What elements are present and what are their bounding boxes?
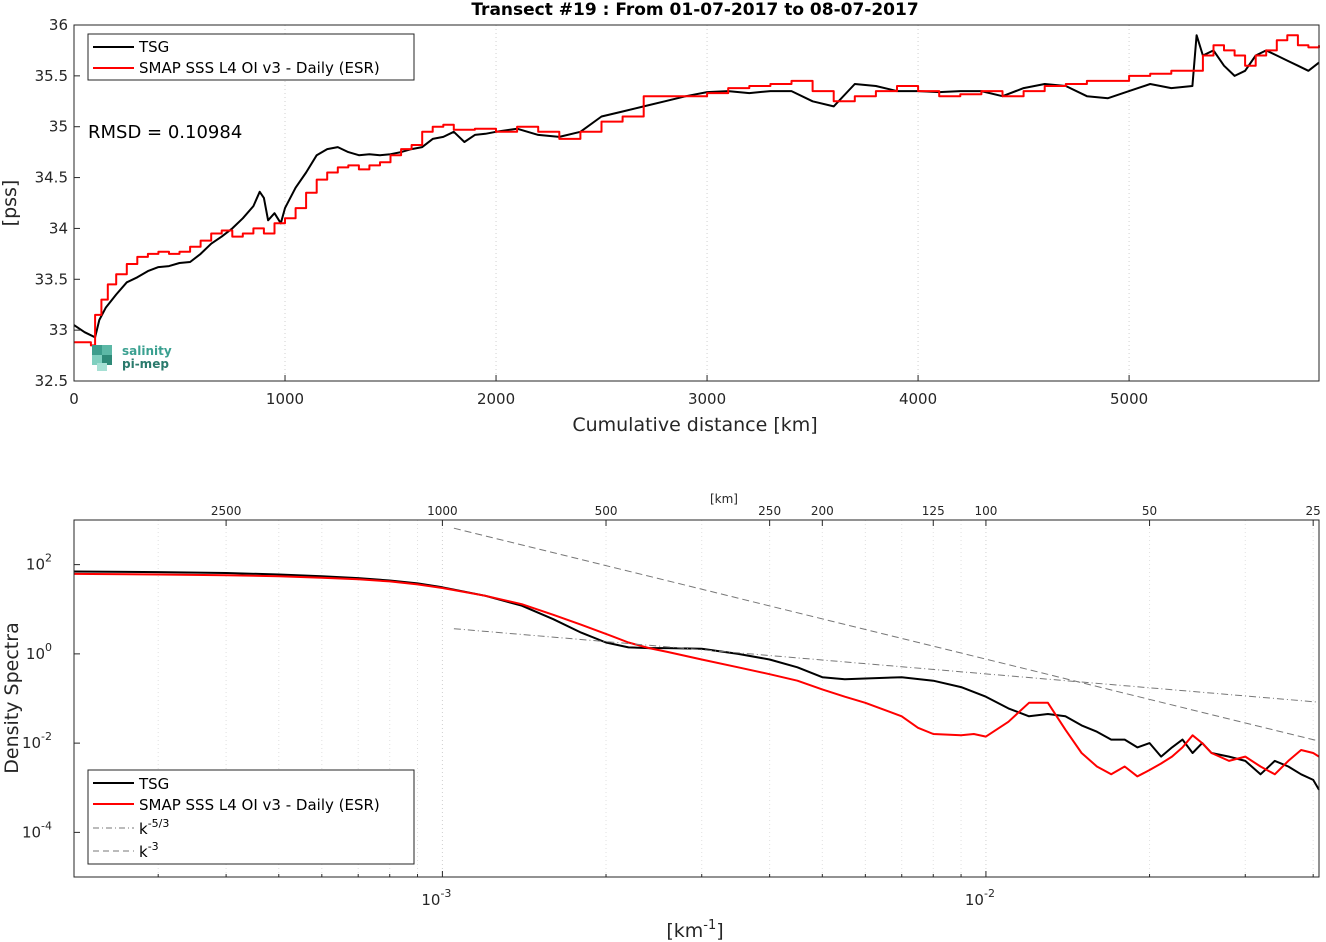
bottom-top-tick-label: 25	[1306, 504, 1321, 518]
bottom-top-tick-label: 125	[922, 504, 945, 518]
density-spectra-chart: 10-3 10-2 10-4 10-2 100 102 2500 1000 500 250 20…	[1, 492, 1321, 942]
top-legend-smap-label: SMAP SSS L4 OI v3 - Daily (ESR)	[139, 59, 380, 77]
bottom-x-axis-label: [km-1]	[666, 918, 723, 942]
top-grid	[284, 25, 1130, 381]
top-series-tsg-line	[73, 34, 1320, 339]
bottom-legend: TSG SMAP SSS L4 OI v3 - Daily (ESR) k-5/…	[87, 769, 415, 865]
bottom-x-tick-label: 10-2	[965, 887, 995, 909]
salinity-pi-mep-logo: salinity pi-mep	[92, 344, 172, 371]
bottom-top-tick-label: 200	[811, 504, 834, 518]
top-x-tick-label: 1000	[266, 390, 304, 408]
bottom-series-k3-line	[453, 527, 1320, 742]
top-y-tick-label: 34	[49, 219, 68, 237]
bottom-legend-box	[87, 769, 415, 865]
top-x-tick-label: 5000	[1110, 390, 1148, 408]
top-y-tick-label: 33	[49, 321, 68, 339]
bottom-series	[73, 527, 1320, 791]
bottom-legend-tsg-label: TSG	[138, 775, 169, 793]
top-x-tick-label: 3000	[688, 390, 726, 408]
rmsd-annotation: RMSD = 0.10984	[88, 122, 242, 143]
bottom-y-tick-label: 100	[26, 641, 52, 663]
top-x-tick-label: 4000	[899, 390, 937, 408]
bottom-y-axis-label: Density Spectra	[1, 622, 23, 773]
top-y-tick-label: 35.5	[35, 67, 68, 85]
logo-text-line2: pi-mep	[122, 357, 169, 371]
top-y-tick-label: 34.5	[35, 169, 68, 187]
chart-title: Transect #19 : From 01-07-2017 to 08-07-…	[471, 0, 918, 20]
salinity-transect-chart: Transect #19 : From 01-07-2017 to 08-07-…	[0, 0, 1320, 436]
bottom-top-tick-label: 100	[974, 504, 997, 518]
bottom-y-axis: 10-4 10-2 100 102	[22, 552, 80, 841]
top-y-tick-label: 32.5	[35, 372, 68, 390]
bottom-legend-smap-label: SMAP SSS L4 OI v3 - Daily (ESR)	[139, 796, 380, 814]
bottom-top-tick-label: 500	[595, 504, 618, 518]
bottom-x-tick-label: 10-3	[421, 887, 451, 909]
bottom-y-tick-label: 102	[26, 552, 52, 574]
top-y-tick-label: 33.5	[35, 270, 68, 288]
bottom-y-tick-label: 10-4	[22, 819, 52, 841]
bottom-series-smap-line	[73, 572, 1320, 778]
top-y-axis: 32.5 33 33.5 34 34.5 35 35.5 36	[35, 16, 80, 390]
top-legend-tsg-label: TSG	[138, 38, 169, 56]
bottom-top-tick-label: 1000	[427, 504, 458, 518]
top-legend: TSG SMAP SSS L4 OI v3 - Daily (ESR)	[87, 33, 415, 81]
top-series-smap-line	[74, 34, 1320, 347]
bottom-top-axis: 2500 1000 500 250 200 125 100 50 25	[211, 504, 1321, 526]
bottom-top-tick-label: 50	[1142, 504, 1157, 518]
top-legend-box	[87, 33, 415, 81]
bottom-plot-frame	[73, 519, 1320, 878]
top-x-axis: 0 1000 2000 3000 4000 5000	[69, 375, 1148, 408]
top-axis-unit-label: [km]	[710, 492, 738, 506]
top-y-tick-label: 36	[49, 16, 68, 34]
top-plot-frame	[73, 24, 1320, 382]
logo-text-line1: salinity	[122, 344, 172, 358]
top-x-tick-label: 0	[69, 390, 79, 408]
bottom-series-k53-line	[453, 628, 1320, 703]
top-series	[73, 34, 1320, 347]
bottom-y-tick-label: 10-2	[22, 730, 52, 752]
bottom-top-tick-label: 2500	[211, 504, 242, 518]
top-x-axis-label: Cumulative distance [km]	[572, 414, 817, 436]
top-x-tick-label: 2000	[477, 390, 515, 408]
bottom-legend-k53-label: k-5/3	[139, 817, 169, 838]
top-y-axis-label: [pss]	[0, 180, 21, 227]
bottom-series-tsg-line	[73, 570, 1320, 791]
bottom-legend-k3-label: k-3	[139, 840, 159, 861]
top-y-tick-label: 35	[49, 118, 68, 136]
bottom-top-tick-label: 250	[758, 504, 781, 518]
